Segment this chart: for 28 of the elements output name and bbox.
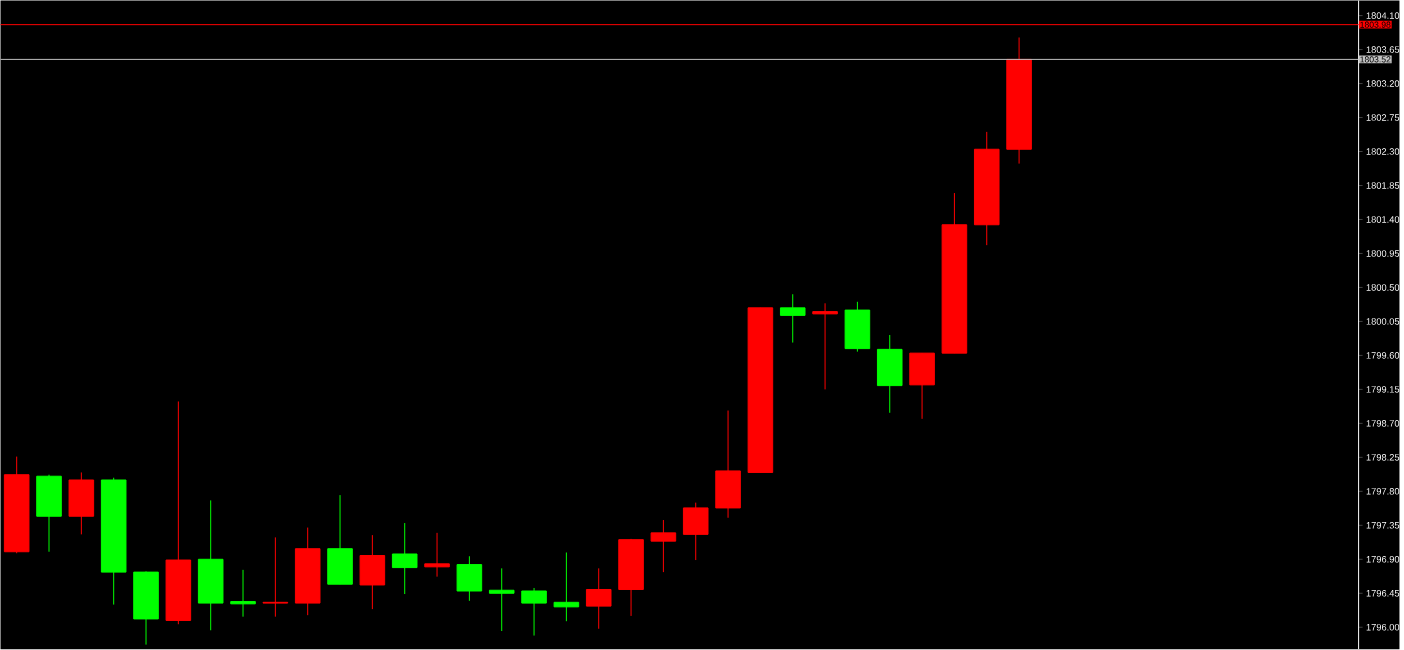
y-tick-label: 1798.25 <box>1366 454 1400 461</box>
y-tick-label: 1802.30 <box>1366 148 1400 155</box>
candlestick <box>424 532 450 578</box>
y-tick-label: 1803.65 <box>1366 46 1400 54</box>
y-tick-label: 1800.05 <box>1366 318 1400 325</box>
y-tick-label: 1801.40 <box>1366 216 1400 223</box>
y-tick-label: 1801.85 <box>1366 182 1400 189</box>
y-tick-label: 1804.10 <box>1366 12 1400 20</box>
y-tick-label: 1797.80 <box>1366 488 1400 495</box>
y-tick-label: 1797.35 <box>1366 522 1400 529</box>
y-tick-label: 1802.75 <box>1366 114 1400 121</box>
y-tick-label: 1796.90 <box>1366 556 1400 563</box>
y-tick-label: 1800.50 <box>1366 284 1400 291</box>
ref-line-label: 1803.52 <box>1360 56 1391 63</box>
y-tick-label: 1803.20 <box>1366 80 1400 88</box>
candlestick <box>230 569 256 618</box>
candlestick <box>812 302 838 391</box>
candlestick <box>553 552 580 622</box>
y-tick-label: 1799.15 <box>1366 386 1400 393</box>
y-tick-label: 1796.00 <box>1366 624 1400 631</box>
candlestick <box>779 293 806 344</box>
ref-line-label: 1803.98 <box>1360 21 1391 28</box>
y-tick-label: 1799.60 <box>1366 352 1400 359</box>
candlestick <box>488 568 515 632</box>
y-tick-label: 1798.70 <box>1366 420 1400 427</box>
y-tick-label: 1796.45 <box>1366 590 1400 597</box>
y-tick-label: 1800.95 <box>1366 250 1400 257</box>
candlestick <box>262 537 289 618</box>
